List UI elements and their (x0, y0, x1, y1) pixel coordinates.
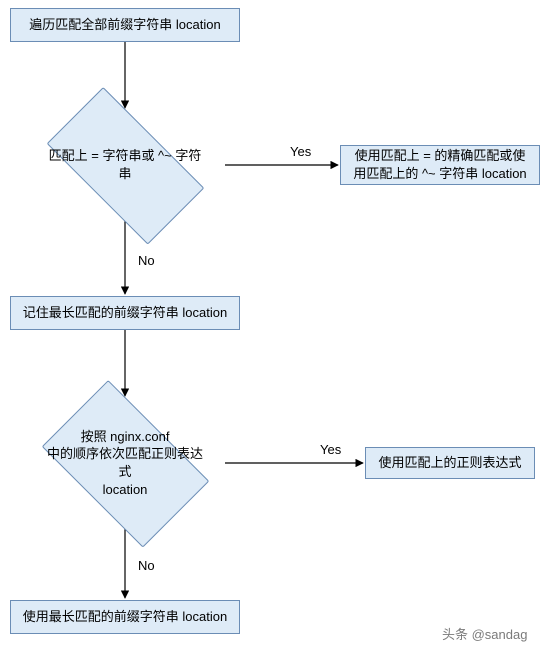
decision-2: 按照 nginx.conf 中的顺序依次匹配正则表达式 location (25, 398, 225, 528)
label-no-2: No (138, 558, 155, 573)
node-label: 匹配上 = 字符串或 ^~ 字符串 (25, 147, 225, 182)
watermark: 头条 @sandag (442, 624, 527, 643)
node-label: 遍历匹配全部前缀字符串 location (29, 16, 220, 34)
decision-1: 匹配上 = 字符串或 ^~ 字符串 (25, 110, 225, 220)
node-label: 使用匹配上 = 的精确匹配或使用匹配上的 ^~ 字符串 location (349, 147, 531, 182)
node-remember-longest: 记住最长匹配的前缀字符串 location (10, 296, 240, 330)
flowchart-canvas: 遍历匹配全部前缀字符串 location 匹配上 = 字符串或 ^~ 字符串 使… (0, 0, 550, 648)
node-label: 使用最长匹配的前缀字符串 location (23, 608, 227, 626)
node-use-longest: 使用最长匹配的前缀字符串 location (10, 600, 240, 634)
node-label: 记住最长匹配的前缀字符串 location (23, 304, 227, 322)
node-exact-match: 使用匹配上 = 的精确匹配或使用匹配上的 ^~ 字符串 location (340, 145, 540, 185)
node-use-regex: 使用匹配上的正则表达式 (365, 447, 535, 479)
node-start: 遍历匹配全部前缀字符串 location (10, 8, 240, 42)
node-label: 按照 nginx.conf 中的顺序依次匹配正则表达式 location (25, 428, 225, 498)
label-yes-1: Yes (290, 144, 311, 159)
label-no-1: No (138, 253, 155, 268)
node-label: 使用匹配上的正则表达式 (378, 454, 521, 472)
label-yes-2: Yes (320, 442, 341, 457)
